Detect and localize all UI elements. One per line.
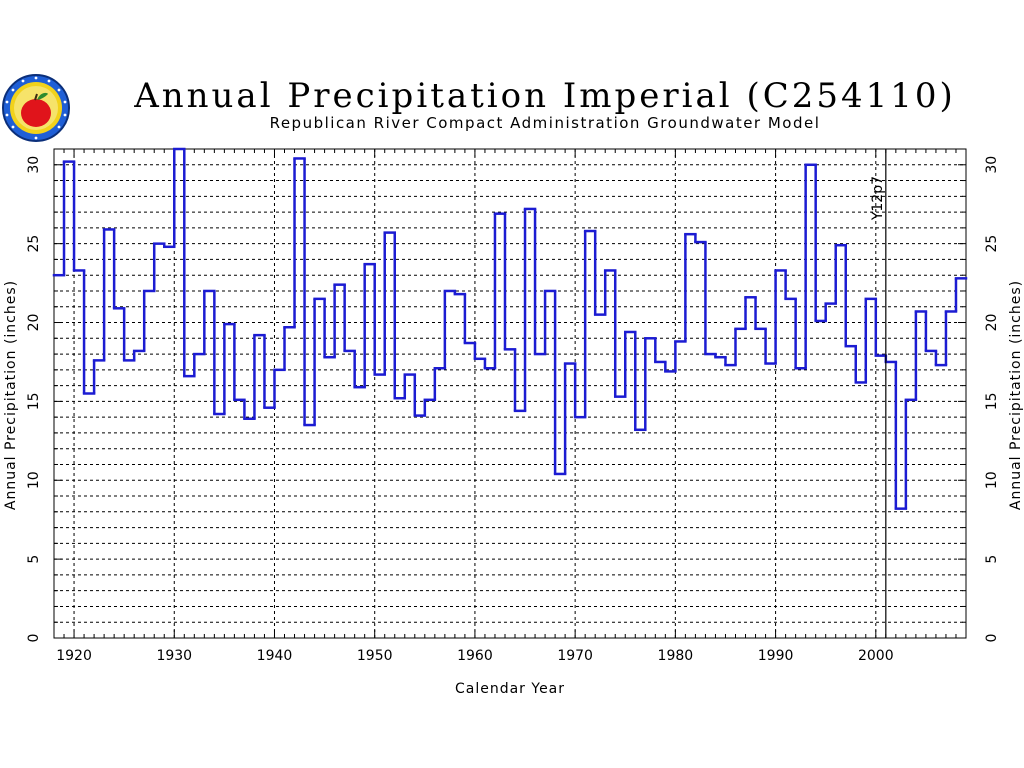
y-tick-label-left: 30 — [26, 156, 42, 174]
y-tick-label-left: 10 — [26, 471, 42, 489]
x-tick-label: 1990 — [758, 648, 794, 664]
marker-label: Y12p7 — [870, 176, 886, 221]
apple-icon — [21, 99, 51, 127]
x-tick-label: 1960 — [457, 648, 493, 664]
x-tick-label: 1950 — [357, 648, 393, 664]
x-tick-label: 1940 — [257, 648, 293, 664]
x-tick-label: 1970 — [557, 648, 593, 664]
plot-frame — [53, 148, 967, 639]
chart-subtitle: Republican River Compact Administration … — [269, 114, 821, 132]
x-tick-label: 1930 — [156, 648, 192, 664]
axis-layer: 1920 1930 1940 1950 1960 1970 1980 1990 2000 0 0 5 5… — [26, 148, 1000, 664]
y-tick-label-right: 25 — [984, 235, 1000, 253]
x-tick-label: 2000 — [858, 648, 894, 664]
y-tick-label-left: 20 — [26, 314, 42, 332]
x-axis-label: Calendar Year — [455, 681, 565, 697]
y-tick-label-right: 30 — [984, 156, 1000, 174]
y-tick-label-left: 15 — [26, 392, 42, 410]
y-axis-label-right: Annual Precipitation (inches) — [1008, 280, 1024, 510]
y-tick-label-right: 20 — [984, 314, 1000, 332]
x-tick-label: 1980 — [658, 648, 694, 664]
y-tick-label-right: 15 — [984, 392, 1000, 410]
apple-leaf-icon — [37, 92, 48, 100]
logo-ring-lettering — [5, 76, 67, 140]
y-tick-label-right: 0 — [984, 634, 1000, 643]
grid-layer — [54, 149, 966, 638]
chart-title: Annual Precipitation Imperial (C254110) — [134, 76, 956, 116]
series-layer — [52, 147, 968, 510]
apple-stem-icon — [34, 93, 38, 101]
y-tick-label-left: 25 — [26, 235, 42, 253]
marker-layer: Y12p7 — [870, 149, 887, 638]
y-tick-label-left: 5 — [26, 555, 42, 564]
y-tick-label-right: 5 — [984, 555, 1000, 564]
y-tick-label-left: 0 — [26, 634, 42, 643]
y-tick-label-right: 10 — [984, 471, 1000, 489]
apple-seal-logo — [2, 74, 70, 142]
x-tick-label: 1920 — [56, 648, 92, 664]
y-axis-label-left: Annual Precipitation (inches) — [3, 280, 19, 510]
